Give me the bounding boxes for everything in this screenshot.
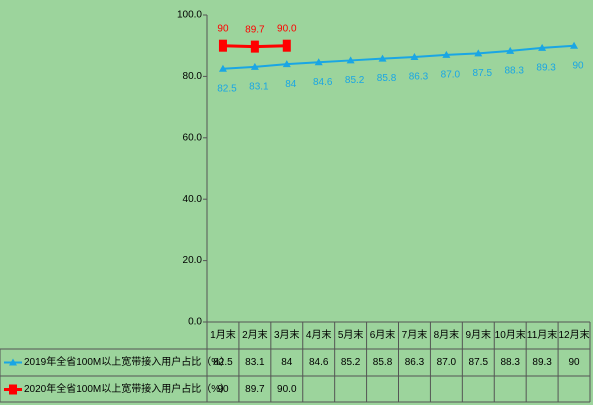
x-tick-label: 1月末 (210, 328, 236, 341)
table-cell: 90 (217, 384, 229, 395)
table-cell: 83.1 (245, 357, 265, 368)
data-label: 85.2 (345, 75, 365, 86)
x-tick-label: 9月末 (466, 328, 492, 341)
y-tick-label: 60.0 (183, 132, 203, 143)
x-tick-label: 11月末 (527, 328, 557, 341)
x-tick-label: 7月末 (402, 328, 428, 341)
marker (410, 53, 419, 61)
y-tick-label: 40.0 (183, 194, 203, 205)
x-tick-label: 5月末 (338, 328, 364, 341)
y-tick-label: 20.0 (183, 255, 203, 266)
legend-label: 2019年全省100M以上宽带接入用户占比（%） (24, 355, 230, 368)
table-cell: 89.7 (245, 384, 265, 395)
table-cell: 84.6 (309, 357, 329, 368)
data-label: 82.5 (217, 83, 237, 94)
data-label: 87.0 (441, 70, 461, 81)
table-cell: 88.3 (500, 357, 520, 368)
y-tick-label: 0.0 (188, 317, 202, 328)
legend-marker (9, 384, 17, 395)
marker (474, 49, 483, 57)
marker (442, 50, 451, 58)
marker (570, 41, 579, 49)
table-cell: 85.2 (341, 357, 361, 368)
marker (346, 56, 355, 64)
x-tick-label: 12月末 (558, 328, 589, 341)
legend-marker (9, 358, 17, 366)
table-cell: 87.5 (469, 357, 489, 368)
marker (506, 46, 515, 54)
y-tick-label: 80.0 (183, 71, 203, 82)
marker (378, 54, 387, 62)
data-label: 86.3 (409, 72, 429, 83)
table-cell: 89.3 (532, 357, 552, 368)
legend-label: 2020年全省100M以上宽带接入用户占比（%） (24, 382, 230, 395)
series-line (222, 44, 575, 70)
marker (250, 40, 259, 53)
data-label: 88.3 (504, 66, 524, 77)
table-cell: 86.3 (405, 357, 425, 368)
table-cell: 87.0 (437, 357, 457, 368)
x-tick-label: 8月末 (434, 328, 460, 341)
data-label: 85.8 (377, 73, 397, 84)
table-cell: 82.5 (213, 357, 233, 368)
data-label: 89.3 (536, 62, 556, 73)
marker (250, 62, 259, 70)
y-tick-label: 100.0 (177, 10, 202, 21)
marker (218, 64, 227, 72)
x-tick-label: 10月末 (495, 328, 526, 341)
marker (282, 60, 291, 68)
data-label: 87.5 (473, 68, 493, 79)
data-label: 83.1 (249, 82, 269, 93)
data-label: 90 (572, 60, 584, 71)
table-cell: 84 (281, 357, 293, 368)
marker (314, 58, 323, 66)
x-tick-label: 2月末 (242, 328, 268, 341)
table-cell: 90 (568, 357, 580, 368)
marker (282, 39, 291, 52)
data-label: 90.0 (277, 23, 297, 34)
x-tick-label: 3月末 (274, 328, 300, 341)
x-tick-label: 4月末 (306, 328, 332, 341)
data-label: 89.7 (245, 24, 265, 35)
table-cell: 85.8 (373, 357, 393, 368)
data-label: 84.6 (313, 77, 333, 88)
marker (218, 39, 227, 52)
table-cell: 90.0 (277, 384, 297, 395)
data-label: 84 (285, 79, 297, 90)
data-label: 90 (217, 23, 229, 34)
marker (538, 43, 547, 51)
x-tick-label: 6月末 (370, 328, 396, 341)
